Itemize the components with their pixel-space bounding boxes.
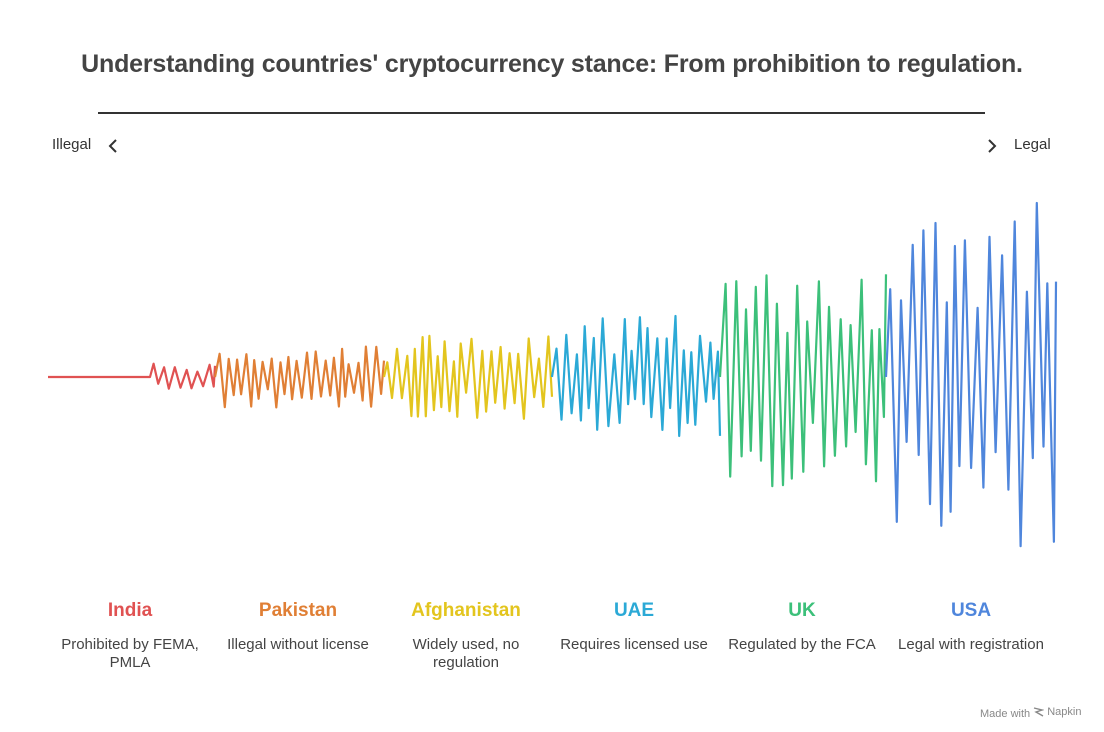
country-description: Illegal without license (227, 636, 369, 653)
country-usa: USA Legal with registration (886, 600, 1056, 654)
country-name: Afghanistan (411, 600, 521, 621)
diagram-title: Understanding countries' cryptocurrency … (81, 50, 1023, 78)
country-pakistan: Pakistan Illegal without license (213, 600, 383, 654)
country-india: India Prohibited by FEMA, PMLA (45, 600, 215, 672)
axis-right-label: Legal (1014, 136, 1051, 153)
chevron-left-icon (108, 139, 117, 153)
wave-segment-india (48, 362, 217, 390)
footer-brand-name: Napkin (1047, 706, 1082, 718)
country-description: Legal with registration (898, 636, 1044, 653)
country-name: India (107, 600, 153, 621)
wave-segment-pakistan (213, 345, 386, 409)
country-name: UK (788, 600, 816, 621)
wave-segment-usa (884, 201, 1058, 548)
country-name: Pakistan (258, 600, 338, 621)
title-divider (98, 112, 985, 114)
napkin-logo-icon (1034, 707, 1045, 717)
country-description: Requires licensed use (560, 636, 708, 653)
country-uk: UK Regulated by the FCA (717, 600, 887, 654)
wave-segment-afghanistan (382, 334, 554, 420)
wave-segment-uae (550, 314, 722, 438)
country-description: Widely used, no regulation (412, 636, 520, 671)
country-name: UAE (613, 600, 655, 621)
country-afghanistan: Afghanistan Widely used, no regulation (381, 600, 551, 672)
footer-brand: Napkin (1033, 706, 1081, 718)
country-uae: UAE Requires licensed use (549, 600, 719, 654)
wave-segment-uk (718, 274, 888, 488)
footer: Made with Napkin (980, 706, 1081, 720)
axis-left-label: Illegal (52, 136, 92, 153)
country-description: Prohibited by FEMA, PMLA (61, 636, 199, 671)
country-name: USA (950, 600, 992, 621)
footer-made-with: Made with (980, 708, 1031, 720)
country-description: Regulated by the FCA (728, 636, 876, 653)
chevron-right-icon (988, 139, 997, 153)
